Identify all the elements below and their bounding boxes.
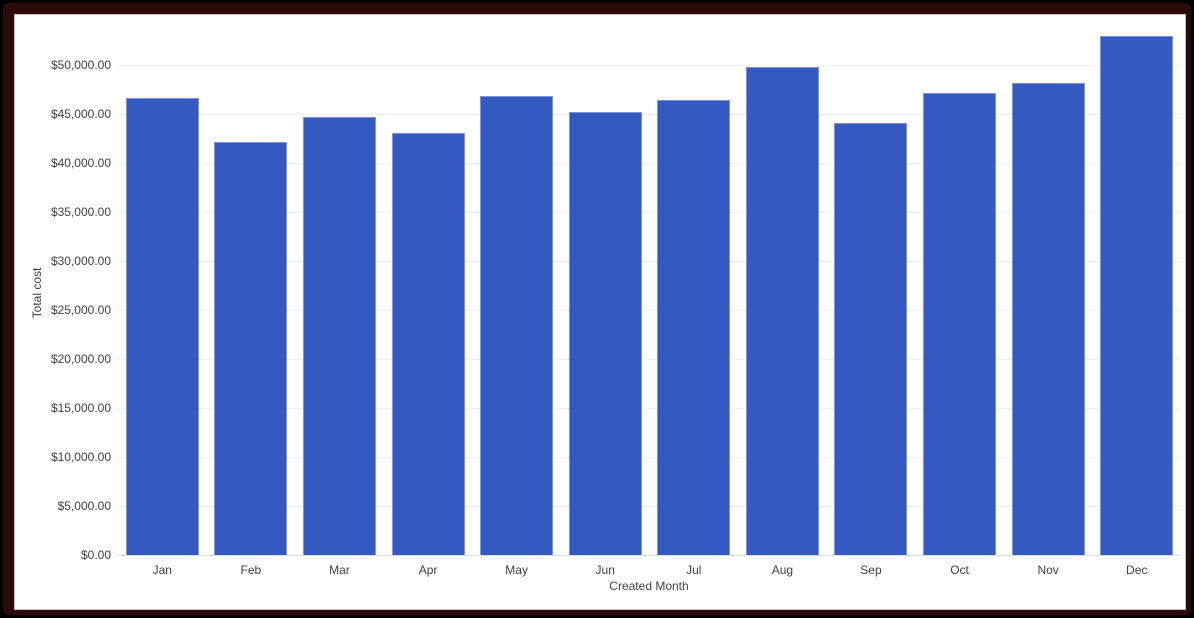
x-tick-label-apr: Apr xyxy=(418,563,438,577)
x-tick-label-jun: Jun xyxy=(595,563,615,577)
x-tick-label-jul: Jul xyxy=(686,563,702,577)
gridline xyxy=(118,310,1181,311)
x-tick-label-dec: Dec xyxy=(1126,563,1148,577)
x-tick-label-sep: Sep xyxy=(860,563,882,577)
gridline xyxy=(118,408,1181,409)
y-axis-title: Total cost xyxy=(30,267,44,319)
bar-jul[interactable] xyxy=(657,100,731,555)
y-tick-label: $25,000.00 xyxy=(50,303,111,317)
y-tick-label: $30,000.00 xyxy=(50,254,111,268)
gridline xyxy=(118,506,1181,507)
bar-dec[interactable] xyxy=(1100,35,1174,555)
window-frame-border: Total cost Created Month $0.00 $5,000.00 $… xyxy=(3,3,1191,615)
gridline xyxy=(118,65,1181,66)
chart-card: Total cost Created Month $0.00 $5,000.00 $… xyxy=(15,15,1185,609)
y-tick-label: $45,000.00 xyxy=(50,107,111,121)
gridline xyxy=(118,359,1181,360)
bar-chart-plot-area: Total cost Created Month $0.00 $5,000.00 $… xyxy=(15,15,1185,609)
bar-aug[interactable] xyxy=(745,67,819,555)
y-tick-label: $50,000.00 xyxy=(50,58,111,72)
gridline xyxy=(118,261,1181,262)
x-axis-baseline xyxy=(118,555,1181,556)
gridline xyxy=(118,457,1181,458)
x-tick-label-oct: Oct xyxy=(950,563,969,577)
y-tick-label: $20,000.00 xyxy=(50,352,111,366)
gridline xyxy=(118,114,1181,115)
x-axis-title: Created Month xyxy=(609,579,689,593)
y-tick-label: $5,000.00 xyxy=(57,499,111,513)
bar-apr[interactable] xyxy=(391,133,465,555)
gridline xyxy=(118,163,1181,164)
bar-jun[interactable] xyxy=(568,111,642,555)
y-tick-label: $40,000.00 xyxy=(50,156,111,170)
bar-sep[interactable] xyxy=(834,123,908,555)
gridline xyxy=(118,212,1181,213)
bar-jan[interactable] xyxy=(125,98,199,555)
x-tick-label-feb: Feb xyxy=(240,563,262,577)
x-tick-label-may: May xyxy=(505,563,528,577)
bar-feb[interactable] xyxy=(214,142,288,555)
bar-oct[interactable] xyxy=(923,92,997,555)
bar-may[interactable] xyxy=(480,96,554,555)
x-tick-label-jan: Jan xyxy=(152,563,172,577)
y-tick-label: $10,000.00 xyxy=(50,450,111,464)
x-tick-label-nov: Nov xyxy=(1037,563,1059,577)
y-tick-label: $15,000.00 xyxy=(50,401,111,415)
y-tick-label: $0.00 xyxy=(80,548,111,562)
bar-mar[interactable] xyxy=(302,116,376,555)
y-tick-label: $35,000.00 xyxy=(50,205,111,219)
bar-nov[interactable] xyxy=(1011,82,1085,555)
x-tick-label-aug: Aug xyxy=(771,563,794,577)
x-tick-label-mar: Mar xyxy=(329,563,350,577)
